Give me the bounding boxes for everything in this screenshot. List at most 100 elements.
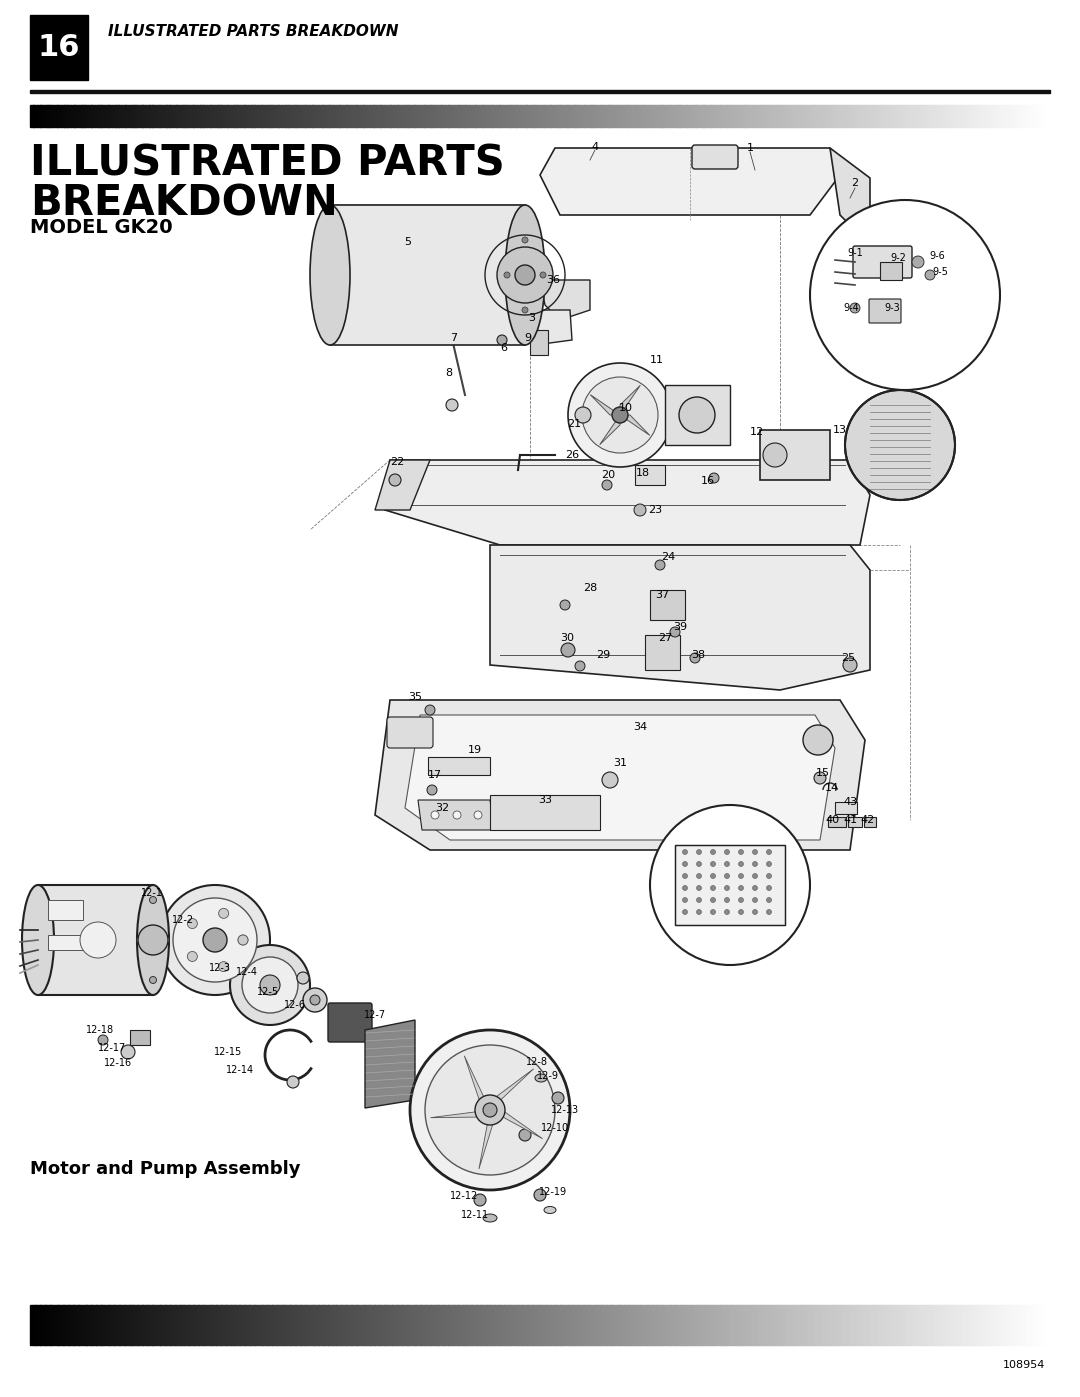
Bar	[652, 105, 656, 127]
Polygon shape	[530, 310, 572, 345]
Bar	[342, 105, 347, 127]
Bar	[720, 105, 724, 127]
Bar	[945, 1305, 948, 1345]
Bar	[688, 1305, 691, 1345]
Bar	[815, 105, 820, 127]
Bar	[921, 105, 924, 127]
Text: Motor and Pump Assembly: Motor and Pump Assembly	[30, 1160, 300, 1178]
Circle shape	[474, 812, 482, 819]
Bar	[445, 105, 448, 127]
Circle shape	[515, 265, 535, 285]
Bar	[540, 1305, 543, 1345]
Bar	[351, 1305, 354, 1345]
Bar	[334, 1305, 337, 1345]
Bar	[173, 1305, 176, 1345]
Bar	[246, 1305, 249, 1345]
Bar	[670, 105, 673, 127]
Bar	[795, 105, 799, 127]
Bar	[81, 1305, 84, 1345]
Bar	[697, 105, 700, 127]
Bar	[203, 105, 207, 127]
Bar	[99, 1305, 102, 1345]
Bar	[838, 1305, 841, 1345]
Bar	[227, 105, 231, 127]
Bar	[336, 1305, 339, 1345]
Bar	[637, 1305, 640, 1345]
Bar	[311, 1305, 313, 1345]
Bar	[943, 1305, 946, 1345]
Circle shape	[431, 812, 438, 819]
Bar	[812, 105, 815, 127]
Bar	[951, 105, 956, 127]
Bar	[45, 1305, 49, 1345]
Bar	[920, 1305, 923, 1345]
Bar	[1023, 105, 1027, 127]
Text: 30: 30	[561, 633, 573, 643]
Circle shape	[121, 1045, 135, 1059]
Bar	[606, 1305, 609, 1345]
Bar	[1012, 1305, 1015, 1345]
Circle shape	[310, 995, 320, 1004]
Bar	[802, 1305, 806, 1345]
Polygon shape	[599, 415, 620, 444]
Circle shape	[522, 307, 528, 313]
Bar	[971, 1305, 974, 1345]
Bar	[152, 105, 157, 127]
Bar	[150, 1305, 153, 1345]
Text: 13: 13	[833, 425, 847, 434]
Bar	[570, 105, 575, 127]
Bar	[905, 1305, 907, 1345]
Bar	[293, 1305, 296, 1345]
Circle shape	[453, 812, 461, 819]
Bar	[313, 1305, 316, 1345]
Bar	[741, 105, 744, 127]
Bar	[170, 105, 173, 127]
Bar	[930, 1305, 933, 1345]
Circle shape	[475, 1095, 505, 1125]
Bar	[247, 105, 252, 127]
Bar	[53, 1305, 56, 1345]
Bar	[458, 105, 462, 127]
Bar	[339, 105, 343, 127]
Bar	[526, 105, 530, 127]
Bar	[272, 1305, 275, 1345]
Bar	[482, 1305, 485, 1345]
Bar	[831, 1305, 834, 1345]
Circle shape	[725, 909, 729, 915]
Bar	[458, 1305, 461, 1345]
Bar	[255, 1305, 257, 1345]
Bar	[914, 105, 918, 127]
Bar	[84, 105, 89, 127]
Bar	[220, 105, 225, 127]
Bar	[907, 105, 912, 127]
Bar	[708, 1305, 712, 1345]
Bar	[578, 1305, 581, 1345]
Bar	[159, 105, 163, 127]
Bar	[686, 105, 690, 127]
Text: 12-10: 12-10	[541, 1123, 569, 1133]
Bar	[821, 1305, 824, 1345]
Bar	[909, 1305, 913, 1345]
Text: 29: 29	[596, 650, 610, 659]
Circle shape	[697, 873, 702, 879]
Bar	[856, 1305, 860, 1345]
Bar	[1009, 1305, 1012, 1345]
Bar	[554, 105, 557, 127]
Bar	[769, 1305, 772, 1345]
Bar	[137, 1305, 140, 1345]
Bar	[698, 1305, 701, 1345]
Text: 14: 14	[825, 782, 839, 793]
Text: 9-6: 9-6	[929, 251, 945, 261]
Bar	[1005, 105, 1010, 127]
Bar	[471, 1305, 474, 1345]
Bar	[424, 105, 429, 127]
Bar	[119, 1305, 122, 1345]
Bar	[782, 1305, 785, 1345]
Bar	[670, 1305, 673, 1345]
Bar	[306, 105, 309, 127]
Bar	[227, 1305, 229, 1345]
Bar	[308, 1305, 311, 1345]
Circle shape	[650, 805, 810, 965]
Bar	[991, 1305, 995, 1345]
Bar	[306, 1305, 309, 1345]
